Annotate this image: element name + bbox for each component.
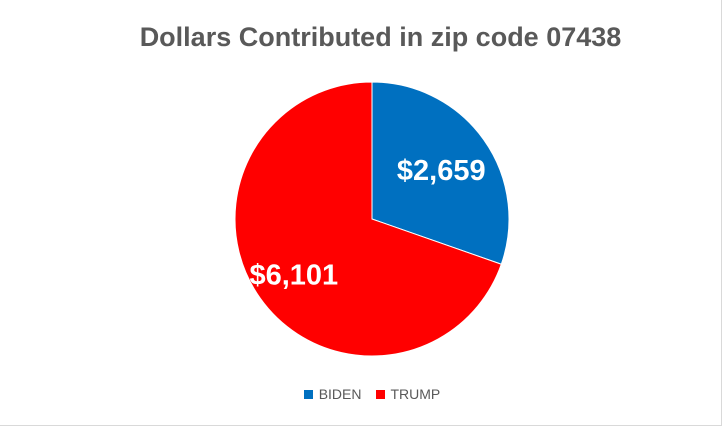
legend-item-trump: TRUMP xyxy=(376,386,441,402)
legend: BIDEN TRUMP xyxy=(0,386,724,402)
data-label-trump: $6,101 xyxy=(249,260,338,292)
legend-swatch-trump xyxy=(376,390,385,399)
legend-item-biden: BIDEN xyxy=(304,386,362,402)
data-label-biden: $2,659 xyxy=(397,155,486,187)
legend-label-trump: TRUMP xyxy=(391,386,441,402)
legend-label-biden: BIDEN xyxy=(319,386,362,402)
legend-swatch-biden xyxy=(304,390,313,399)
